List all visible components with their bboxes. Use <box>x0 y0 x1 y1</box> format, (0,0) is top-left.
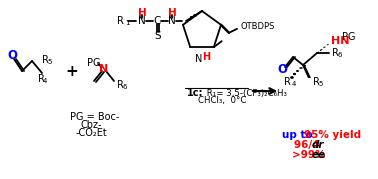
Text: R: R <box>117 80 124 90</box>
Text: C: C <box>153 16 161 26</box>
Text: dr: dr <box>312 140 324 150</box>
Text: 4: 4 <box>43 78 47 84</box>
Text: N: N <box>138 16 146 26</box>
Text: >99%: >99% <box>292 150 329 160</box>
Text: R: R <box>332 48 339 58</box>
Text: R: R <box>42 55 49 65</box>
Text: -CO₂Et: -CO₂Et <box>76 128 108 138</box>
Text: 1c:: 1c: <box>187 88 203 98</box>
Text: 95% yield: 95% yield <box>304 130 361 140</box>
Text: R: R <box>116 16 124 26</box>
Text: 96/4: 96/4 <box>294 140 323 150</box>
Text: up to: up to <box>282 130 316 140</box>
Text: 4: 4 <box>292 81 296 87</box>
Text: S: S <box>155 31 161 41</box>
Text: OTBDPS: OTBDPS <box>240 22 274 31</box>
Text: R: R <box>38 74 45 84</box>
Text: N: N <box>99 64 108 74</box>
Text: O: O <box>277 62 287 76</box>
Text: N: N <box>168 16 176 26</box>
Text: PG: PG <box>87 58 101 68</box>
Text: R: R <box>313 77 320 87</box>
Text: 1: 1 <box>125 20 130 26</box>
Polygon shape <box>302 65 311 78</box>
Text: O: O <box>7 49 17 62</box>
Text: 5: 5 <box>318 81 322 87</box>
Text: 6: 6 <box>337 52 341 58</box>
Text: 6: 6 <box>122 84 127 90</box>
Text: H: H <box>202 52 210 62</box>
Text: Cbz-: Cbz- <box>80 120 102 130</box>
Text: HN: HN <box>331 36 350 46</box>
Text: PG = Boc-: PG = Boc- <box>70 112 119 122</box>
Text: R: R <box>284 77 290 87</box>
Text: PG: PG <box>342 32 355 42</box>
Text: N: N <box>195 54 203 64</box>
Text: 5: 5 <box>47 59 51 65</box>
Text: H: H <box>138 8 146 18</box>
Text: ee: ee <box>312 150 326 160</box>
Text: R₁= 3,5-(CF₃)₂C₆H₃: R₁= 3,5-(CF₃)₂C₆H₃ <box>204 88 287 98</box>
Text: +: + <box>66 64 78 79</box>
Text: H: H <box>167 8 177 18</box>
Text: CHCl₃,  0°C: CHCl₃, 0°C <box>198 96 246 105</box>
